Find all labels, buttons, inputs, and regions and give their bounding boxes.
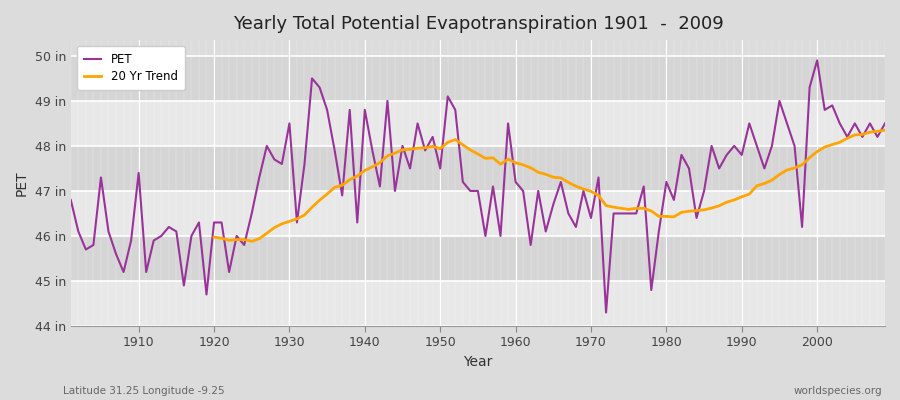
PET bbox=[879, 121, 890, 126]
PET bbox=[292, 220, 302, 225]
PET bbox=[812, 58, 823, 63]
Bar bbox=[71, 236, 885, 281]
Bar bbox=[71, 281, 885, 326]
20 Yr Trend bbox=[684, 209, 695, 214]
Y-axis label: PET: PET bbox=[15, 170, 29, 196]
Legend: PET, 20 Yr Trend: PET, 20 Yr Trend bbox=[76, 46, 185, 90]
Bar bbox=[71, 56, 885, 101]
20 Yr Trend bbox=[774, 172, 785, 177]
Line: 20 Yr Trend: 20 Yr Trend bbox=[214, 130, 885, 241]
Text: Latitude 31.25 Longitude -9.25: Latitude 31.25 Longitude -9.25 bbox=[63, 386, 225, 396]
Line: PET: PET bbox=[71, 60, 885, 312]
PET bbox=[608, 211, 619, 216]
20 Yr Trend bbox=[857, 132, 868, 137]
PET bbox=[337, 193, 347, 198]
PET bbox=[66, 198, 77, 202]
Bar bbox=[71, 146, 885, 191]
Text: worldspecies.org: worldspecies.org bbox=[794, 386, 882, 396]
Bar bbox=[71, 101, 885, 146]
PET bbox=[126, 238, 137, 243]
20 Yr Trend bbox=[419, 145, 430, 150]
20 Yr Trend bbox=[789, 166, 800, 170]
X-axis label: Year: Year bbox=[464, 355, 492, 369]
PET bbox=[503, 121, 514, 126]
PET bbox=[510, 180, 521, 184]
PET bbox=[600, 310, 611, 315]
20 Yr Trend bbox=[879, 128, 890, 132]
20 Yr Trend bbox=[307, 205, 318, 210]
20 Yr Trend bbox=[247, 239, 257, 244]
20 Yr Trend bbox=[209, 235, 220, 240]
Title: Yearly Total Potential Evapotranspiration 1901  -  2009: Yearly Total Potential Evapotranspiratio… bbox=[232, 15, 724, 33]
Bar bbox=[71, 191, 885, 236]
